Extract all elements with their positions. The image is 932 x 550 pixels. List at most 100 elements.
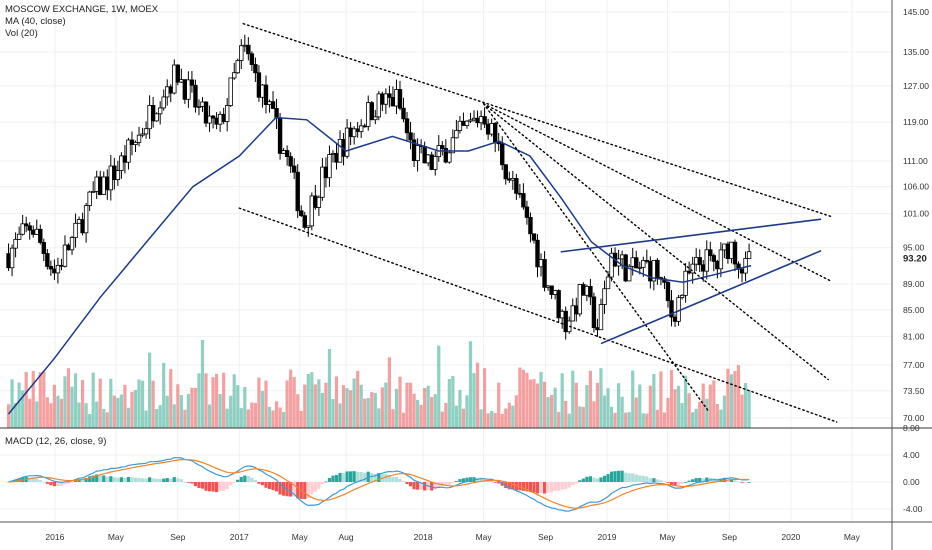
macd-histogram-bar (454, 481, 458, 482)
macd-histogram-bar (56, 482, 60, 487)
macd-histogram-bar (394, 476, 399, 482)
price-tick-label: 95.00 (903, 243, 925, 253)
price-tick-label: 106.00 (903, 182, 929, 192)
volume-bar (560, 373, 564, 428)
candle-body (175, 64, 181, 83)
candle-body (641, 260, 646, 268)
macd-histogram-bar (211, 482, 215, 492)
volume-bar (504, 408, 508, 428)
macd-axis[interactable]: 8.00 4.00 0.00 -4.00 (903, 423, 923, 514)
candle-body (524, 206, 530, 218)
chart-title[interactable]: MOSCOW EXCHANGE, 1W, MOEX (5, 4, 159, 15)
volume-bar (334, 376, 339, 428)
chart-grid (0, 0, 892, 522)
volume-bar (260, 390, 265, 428)
macd-histogram-bar (493, 482, 497, 483)
volume-bar (148, 352, 152, 428)
volume-bar (289, 369, 293, 428)
volume-bar (539, 371, 543, 428)
macd-histogram-bar (112, 477, 116, 482)
volume-bar (218, 394, 222, 428)
volume-bar (306, 374, 310, 428)
volume-bar (557, 411, 561, 428)
volume-bar (126, 407, 131, 428)
macd-histogram-bar (525, 482, 529, 492)
price-axis[interactable]: 145.00 135.00 127.00 119.00 111.00 106.00 101.… (903, 7, 929, 423)
candle-body (217, 113, 223, 125)
macd-histogram-bar (468, 477, 473, 482)
candle-body (136, 134, 142, 143)
candle-body (549, 285, 554, 295)
candle-body (249, 53, 255, 65)
volume-bar (684, 375, 688, 428)
candle-body (157, 107, 163, 115)
volume-bar (176, 384, 180, 428)
candle-body (224, 105, 230, 122)
candle-body (605, 276, 611, 290)
candle-body (711, 255, 717, 262)
volume-bar (461, 408, 466, 428)
candle-body (108, 165, 114, 191)
macd-histogram-bar (447, 482, 451, 486)
candle-body (20, 223, 25, 235)
volume-bar (17, 382, 21, 428)
candle-body (179, 79, 184, 83)
candle-body (598, 304, 604, 331)
macd-histogram-bar (137, 477, 141, 482)
macd-histogram-bar (387, 474, 391, 482)
moving-average-line (7, 116, 752, 415)
volume-bar (447, 379, 451, 428)
candle-body (521, 193, 526, 208)
macd-histogram-bar (183, 481, 187, 483)
time-tick-label: Sep (170, 532, 185, 542)
time-axis[interactable]: 2016 May Sep 2017 May Aug 2018 May Sep 2019 May Sep… (45, 532, 860, 542)
candle-body (330, 152, 336, 155)
volume-bar (514, 395, 518, 428)
macd-histogram-bar (444, 482, 448, 487)
macd-histogram-bar (641, 475, 645, 482)
macd-indicator-label[interactable]: MACD (12, 26, close, 9) (5, 436, 107, 447)
macd-histogram-bar (613, 471, 617, 482)
volume-bar (303, 384, 307, 428)
volume-bar (352, 378, 356, 428)
time-tick-label: May (476, 532, 493, 542)
candle-body (90, 191, 96, 193)
volume-bar (588, 370, 592, 428)
macd-histogram-bar (225, 482, 229, 490)
volume-bar (264, 380, 268, 428)
candle-body (637, 266, 642, 269)
price-tick-label: 119.00 (903, 117, 929, 127)
volume-bar (451, 376, 455, 428)
volume-bar (232, 374, 236, 428)
volume-bar (617, 383, 621, 428)
macd-histogram-bar (736, 481, 741, 483)
macd-histogram-bar (158, 478, 162, 482)
volume-indicator-label[interactable]: Vol (20) (5, 28, 38, 39)
volume-bar (479, 409, 483, 428)
macd-histogram-bar (193, 482, 198, 487)
macd-histogram-bar (352, 471, 356, 482)
volume-bar (158, 405, 162, 428)
volume-bar (28, 398, 32, 428)
candle-body (725, 243, 731, 260)
macd-tick-label: 4.00 (903, 450, 920, 460)
volume-bar (91, 372, 95, 428)
macd-histogram-bar (155, 478, 159, 482)
macd-histogram-bar (370, 472, 374, 482)
macd-tick-label: 8.00 (903, 423, 920, 433)
candle-body (182, 79, 188, 100)
ma-indicator-label[interactable]: MA (40, close) (5, 16, 66, 27)
candle-body (23, 223, 29, 227)
macd-histogram-bar (705, 477, 709, 482)
time-tick-label: 2016 (45, 532, 64, 542)
volume-bar (190, 387, 194, 428)
macd-histogram-bar (560, 482, 564, 490)
macd-histogram-bar (144, 478, 148, 482)
candle-body (362, 125, 367, 128)
volume-bar (490, 410, 494, 428)
candle-body (447, 152, 452, 163)
macd-histogram-bar (715, 479, 719, 482)
candle-body (55, 264, 61, 274)
macd-histogram-bar (222, 482, 226, 491)
